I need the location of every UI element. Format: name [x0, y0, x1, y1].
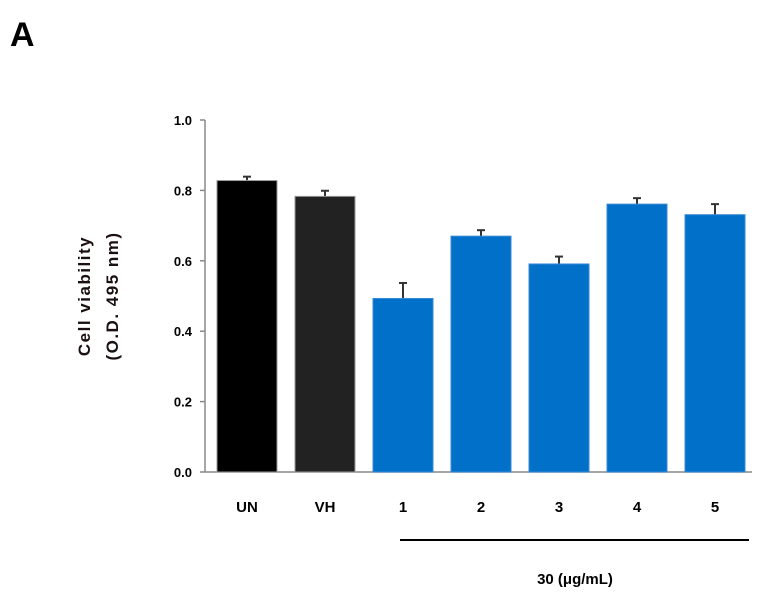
x-tick-label: VH	[315, 499, 336, 516]
y-tick-label: 0.2	[174, 395, 192, 410]
y-axis-label-line1: Cell viability	[75, 236, 94, 356]
bar-5	[684, 214, 746, 473]
x-tick-label: 2	[477, 499, 485, 516]
y-tick-label: 0.0	[174, 465, 192, 480]
y-tick-label: 0.6	[174, 254, 192, 269]
x-tick-label: 5	[711, 499, 719, 516]
y-tick-label: 1.0	[174, 113, 192, 128]
group-label: 30 (μg/mL)	[537, 571, 613, 588]
bar-3	[528, 263, 590, 473]
x-tick-label: 3	[555, 499, 563, 516]
bar-4	[606, 203, 668, 473]
bar-1	[372, 297, 434, 473]
bar-vh	[294, 195, 356, 473]
x-tick-label: 1	[399, 499, 407, 516]
panel-label: A	[10, 16, 35, 54]
y-axis-label-line2: (O.D. 495 nm)	[103, 231, 122, 360]
y-tick-label: 0.8	[174, 183, 192, 198]
x-tick-label: 4	[633, 499, 642, 516]
bar-un	[216, 180, 278, 473]
x-tick-label: UN	[236, 499, 258, 516]
bar-2	[450, 235, 512, 473]
y-tick-label: 0.4	[174, 324, 193, 339]
